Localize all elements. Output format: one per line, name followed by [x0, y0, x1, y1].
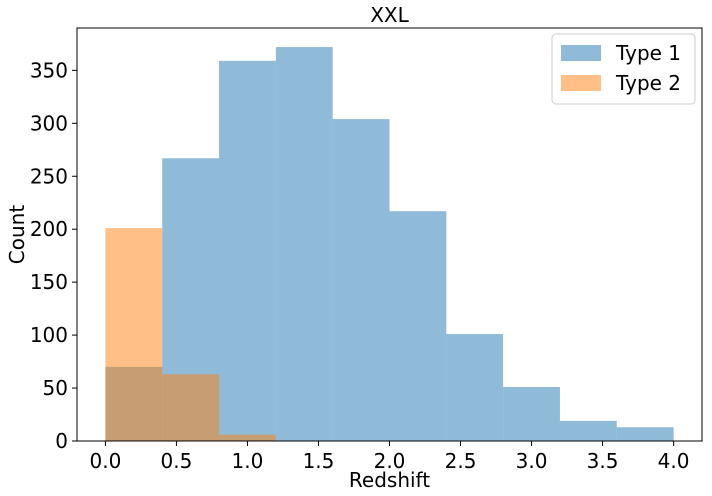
- bar-series1-bin3: [219, 60, 276, 441]
- bar-series1-bin5: [332, 119, 390, 442]
- x-tick-label: 2.5: [445, 449, 477, 473]
- x-tick-label: 2.0: [374, 449, 406, 473]
- legend-label-type-2: Type 2: [615, 71, 681, 95]
- x-tick-label: 0.0: [90, 449, 122, 473]
- y-tick-label: 250: [30, 164, 68, 188]
- bar-series1-bin7: [446, 334, 504, 441]
- x-tick-label: 1.0: [232, 449, 264, 473]
- y-axis-label: Count: [5, 205, 29, 265]
- y-tick-label: 100: [30, 323, 68, 347]
- y-tick-label: 300: [30, 111, 68, 135]
- x-tick-label: 0.5: [161, 449, 193, 473]
- legend: Type 1 Type 2: [551, 33, 696, 105]
- y-tick-label: 350: [30, 58, 68, 82]
- bars-layer: [105, 47, 674, 442]
- bar-series1-bin8: [503, 386, 560, 441]
- x-tick-label: 4.0: [658, 449, 690, 473]
- x-axis-label: Redshift: [349, 468, 430, 492]
- x-tick-label: 3.5: [587, 449, 619, 473]
- legend-label-type-1: Type 1: [615, 41, 681, 65]
- bar-series1-bin9: [559, 420, 617, 441]
- bar-series1-bin4: [275, 47, 333, 442]
- bar-series2-bin2: [162, 374, 220, 441]
- legend-swatch-type-2: [561, 75, 601, 91]
- chart-title: XXL: [370, 3, 409, 27]
- y-tick-label: 200: [30, 217, 68, 241]
- y-tick-label: 150: [30, 270, 68, 294]
- bar-series1-bin10: [616, 427, 674, 441]
- bar-series1-bin6: [389, 211, 447, 441]
- legend-swatch-type-1: [561, 45, 601, 61]
- y-tick-label: 0: [55, 429, 68, 453]
- axes-layer: 0.0 0.5 1.0 1.5 2.0 2.5 3.0 3.5 4.0 0 50 100 150 200 2…: [30, 27, 703, 473]
- x-tick-label: 3.0: [516, 449, 548, 473]
- x-tick-label: 1.5: [303, 449, 335, 473]
- bar-series2-bin3: [219, 434, 276, 441]
- bar-series2-bin1: [105, 228, 163, 441]
- y-tick-label: 50: [43, 376, 68, 400]
